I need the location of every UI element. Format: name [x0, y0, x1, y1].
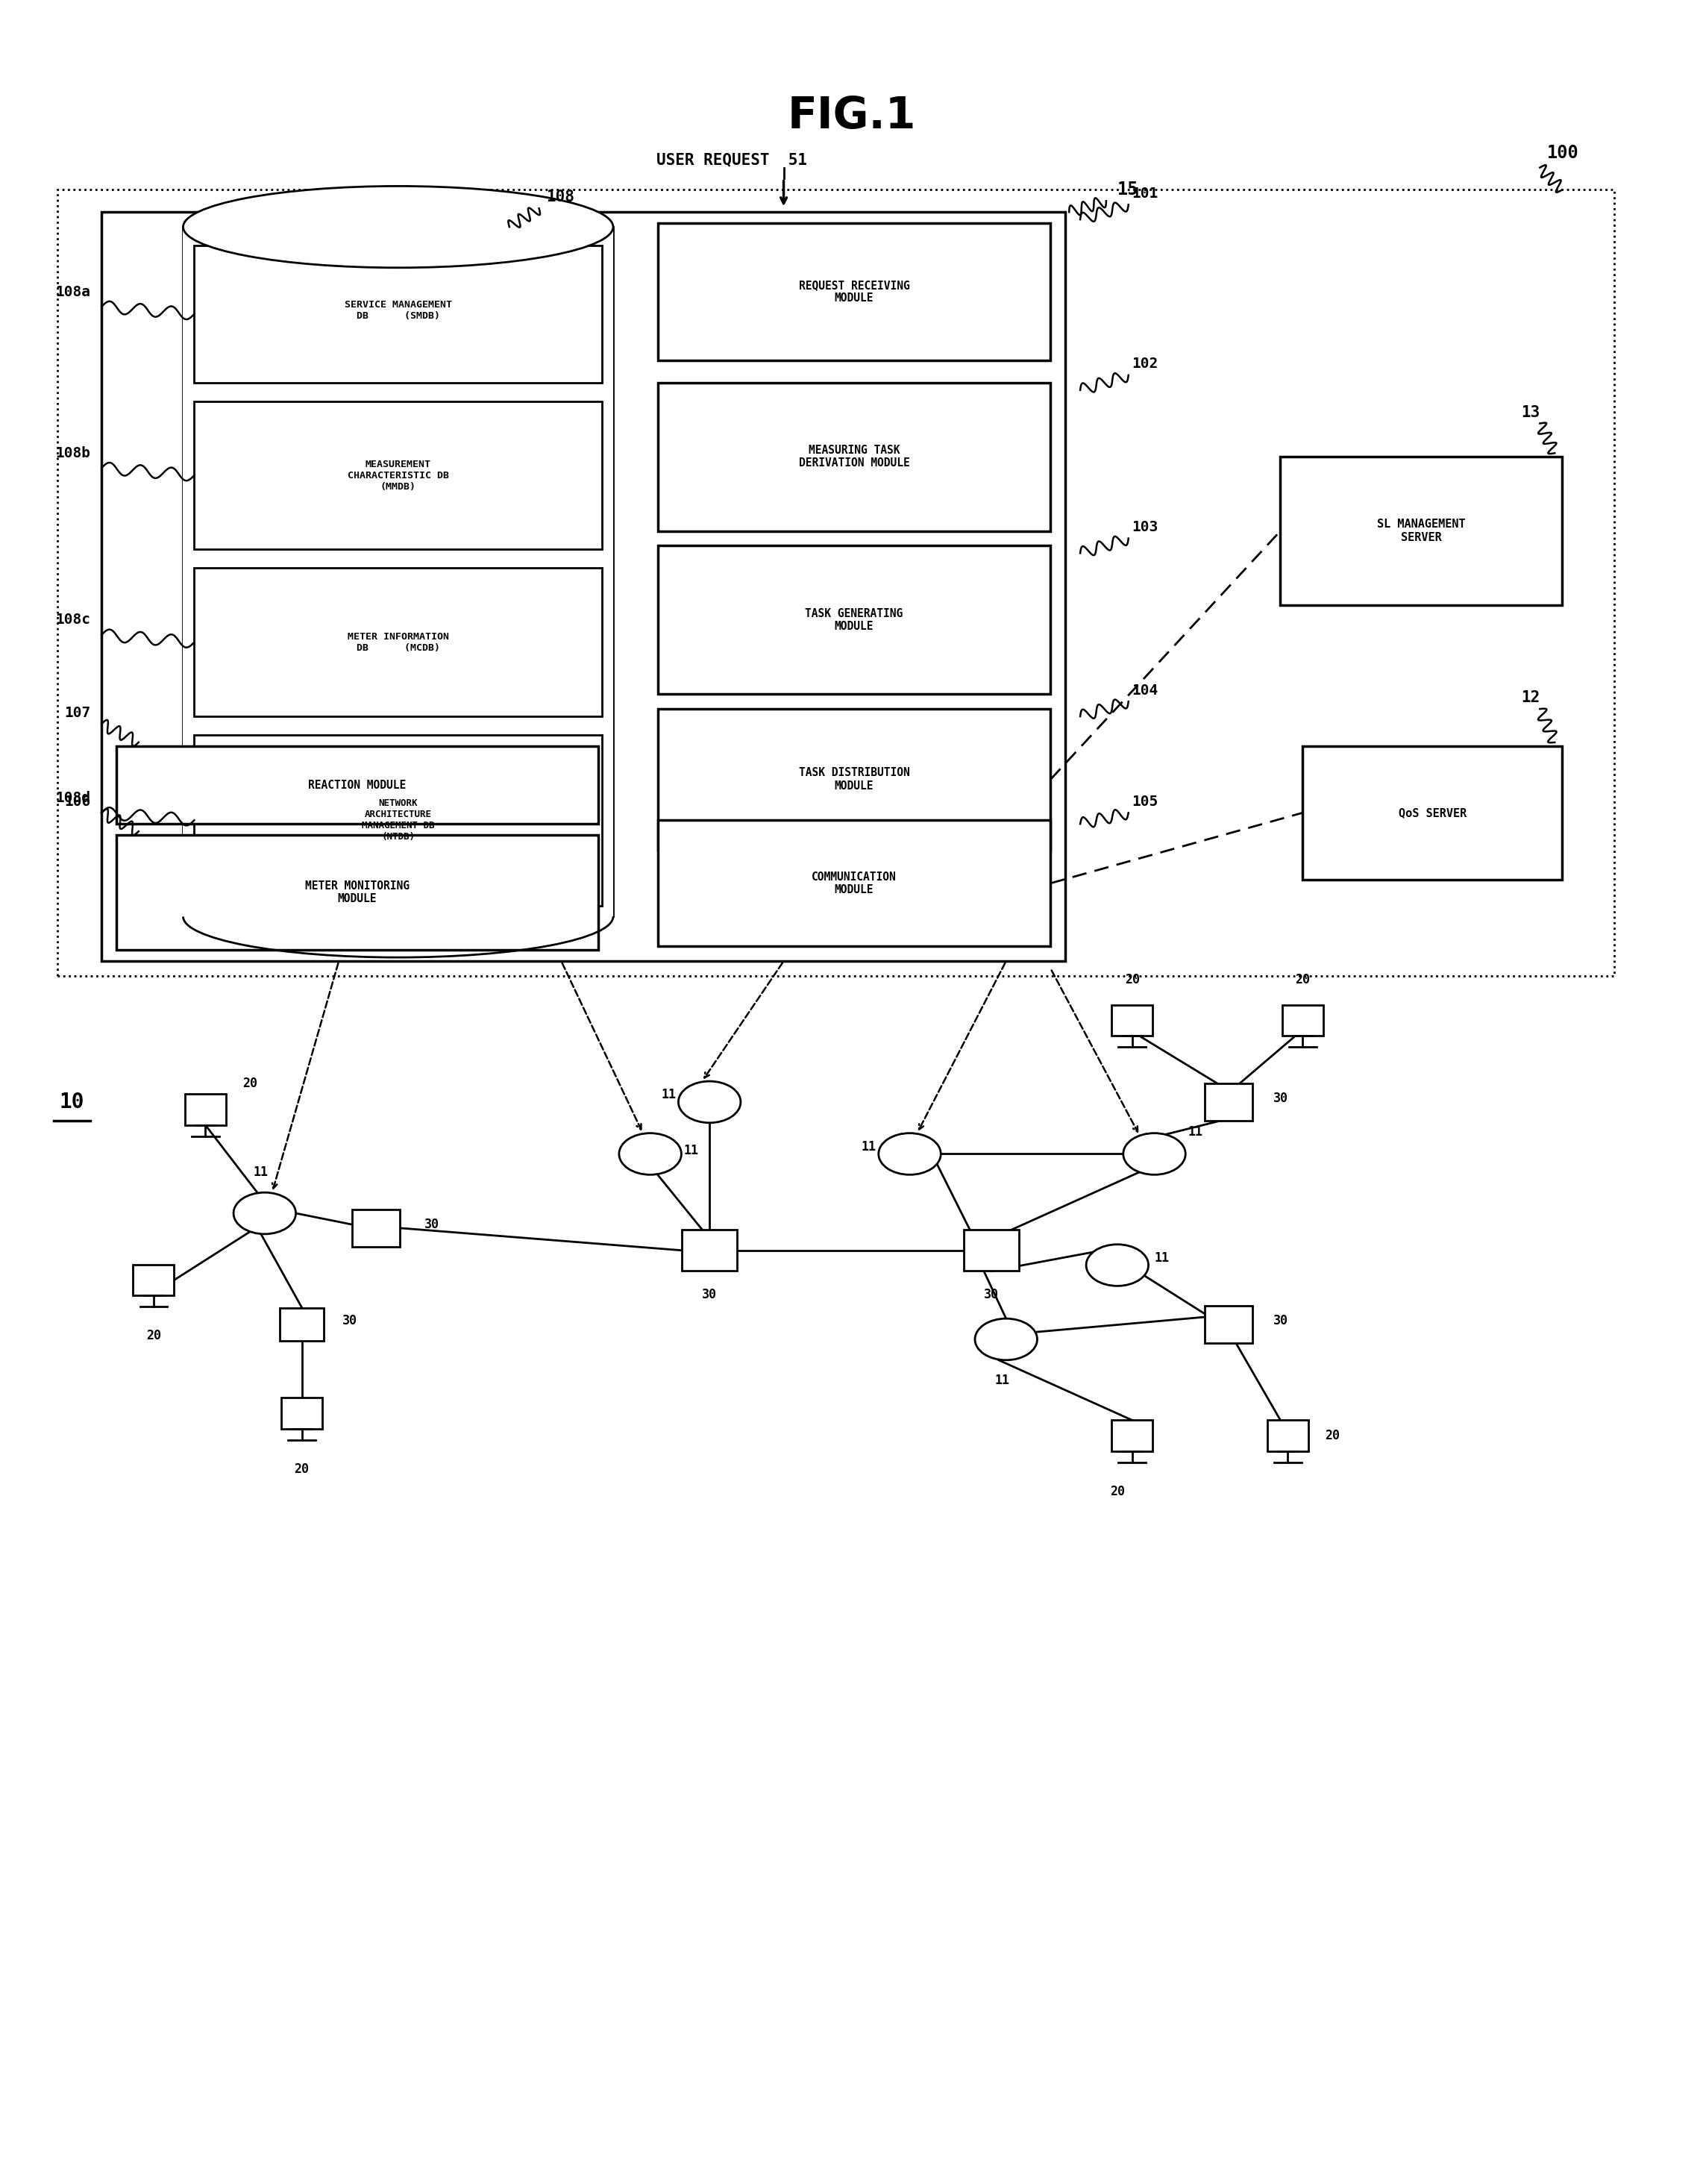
Text: COMMUNICATION
MODULE: COMMUNICATION MODULE — [812, 871, 896, 895]
Bar — [116, 834, 598, 950]
Bar — [281, 1398, 322, 1428]
Text: 30: 30 — [424, 1219, 439, 1232]
Text: MEASUREMENT
CHARACTERISTIC DB
(MMDB): MEASUREMENT CHARACTERISTIC DB (MMDB) — [347, 459, 450, 491]
Text: TASK DISTRIBUTION
MODULE: TASK DISTRIBUTION MODULE — [799, 767, 909, 791]
Bar — [194, 734, 603, 906]
Text: QoS SERVER: QoS SERVER — [1398, 808, 1466, 819]
Bar — [1112, 1005, 1153, 1035]
Bar — [102, 212, 1066, 961]
Bar — [681, 1230, 737, 1271]
Text: 12: 12 — [1521, 690, 1540, 705]
Text: 20: 20 — [1110, 1485, 1124, 1498]
Bar — [1267, 1420, 1308, 1452]
Bar — [194, 402, 603, 550]
Bar — [657, 821, 1051, 946]
Text: 108c: 108c — [56, 614, 90, 627]
Bar — [657, 710, 1051, 850]
Text: 30: 30 — [702, 1289, 717, 1302]
Bar — [1204, 1306, 1253, 1343]
Bar — [1303, 747, 1562, 880]
Ellipse shape — [678, 1081, 741, 1123]
Bar — [58, 190, 1614, 976]
Text: 11: 11 — [862, 1140, 877, 1153]
Text: 108: 108 — [547, 190, 574, 205]
Text: 104: 104 — [1132, 684, 1158, 697]
Text: SL MANAGEMENT
SERVER: SL MANAGEMENT SERVER — [1378, 520, 1466, 544]
Text: 105: 105 — [1132, 795, 1158, 808]
Bar — [1282, 1005, 1323, 1035]
Bar — [964, 1230, 1018, 1271]
Text: 11: 11 — [1187, 1125, 1202, 1138]
Bar — [353, 1210, 400, 1247]
Text: 106: 106 — [65, 795, 90, 808]
Text: METER MONITORING
MODULE: METER MONITORING MODULE — [305, 880, 409, 904]
Text: METER INFORMATION
DB      (MCDB): METER INFORMATION DB (MCDB) — [347, 631, 450, 653]
Text: 107: 107 — [65, 705, 90, 721]
Bar — [1204, 1083, 1253, 1120]
Text: 11: 11 — [661, 1088, 676, 1101]
Text: 15: 15 — [1117, 181, 1139, 199]
Text: 103: 103 — [1132, 520, 1158, 535]
Text: 108d: 108d — [56, 791, 90, 806]
Text: 10: 10 — [60, 1092, 85, 1112]
Bar — [657, 546, 1051, 695]
Ellipse shape — [233, 1192, 296, 1234]
Bar — [657, 223, 1051, 360]
Text: FIG.1: FIG.1 — [787, 94, 916, 138]
Text: 30: 30 — [342, 1315, 358, 1328]
Text: 11: 11 — [254, 1166, 269, 1179]
Text: 20: 20 — [146, 1328, 160, 1343]
Bar — [1281, 456, 1562, 605]
Text: SERVICE MANAGEMENT
DB      (SMDB): SERVICE MANAGEMENT DB (SMDB) — [344, 299, 451, 321]
Text: 30: 30 — [984, 1289, 998, 1302]
Text: 11: 11 — [1155, 1251, 1170, 1265]
Ellipse shape — [974, 1319, 1037, 1361]
Text: 13: 13 — [1521, 404, 1540, 419]
Text: 11: 11 — [995, 1374, 1010, 1387]
Text: 101: 101 — [1132, 186, 1158, 201]
Text: NETWORK
ARCHITECTURE
MANAGEMENT DB
(NTDB): NETWORK ARCHITECTURE MANAGEMENT DB (NTDB… — [361, 799, 434, 841]
Ellipse shape — [1124, 1133, 1185, 1175]
Ellipse shape — [1087, 1245, 1148, 1286]
Text: REACTION MODULE: REACTION MODULE — [308, 780, 407, 791]
Text: REQUEST RECEIVING
MODULE: REQUEST RECEIVING MODULE — [799, 280, 909, 304]
Text: 100: 100 — [1548, 144, 1579, 162]
Text: MEASURING TASK
DERIVATION MODULE: MEASURING TASK DERIVATION MODULE — [799, 446, 909, 470]
Bar — [657, 382, 1051, 531]
Ellipse shape — [620, 1133, 681, 1175]
Text: USER REQUEST  51: USER REQUEST 51 — [656, 153, 807, 168]
Bar — [184, 227, 613, 917]
Bar — [1112, 1420, 1153, 1452]
Bar — [194, 245, 603, 382]
Bar — [279, 1308, 324, 1341]
Text: 102: 102 — [1132, 356, 1158, 371]
Ellipse shape — [879, 1133, 940, 1175]
Bar — [186, 1094, 226, 1125]
Text: 20: 20 — [242, 1077, 257, 1090]
Text: 108b: 108b — [56, 446, 90, 461]
Text: 20: 20 — [1124, 972, 1139, 987]
Ellipse shape — [184, 186, 613, 269]
Bar — [194, 568, 603, 716]
Text: TASK GENERATING
MODULE: TASK GENERATING MODULE — [806, 607, 903, 631]
Text: 108a: 108a — [56, 284, 90, 299]
Bar — [116, 747, 598, 823]
Text: 20: 20 — [1296, 972, 1310, 987]
Text: 20: 20 — [1325, 1428, 1340, 1441]
Bar — [133, 1265, 174, 1295]
Text: 11: 11 — [683, 1144, 698, 1158]
Text: 30: 30 — [1272, 1315, 1287, 1328]
Text: 20: 20 — [295, 1463, 310, 1476]
Text: 30: 30 — [1272, 1092, 1287, 1105]
